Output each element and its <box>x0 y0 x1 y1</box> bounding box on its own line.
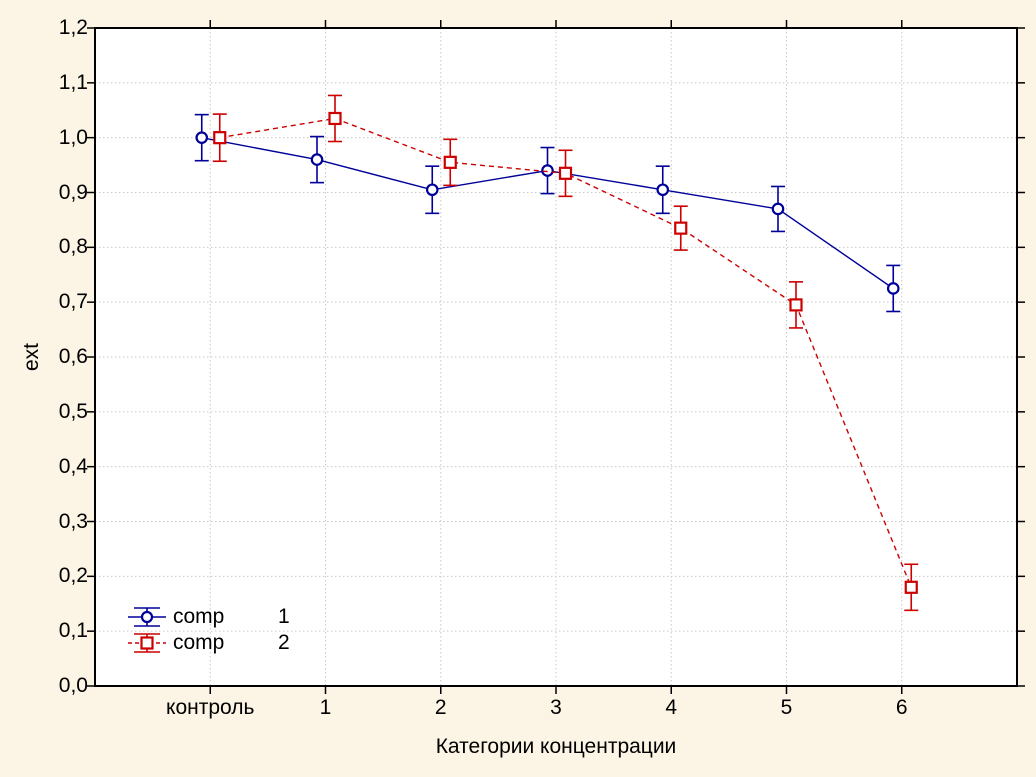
y-tick-label: 0,4 <box>58 454 88 478</box>
y-tick-label: 1,2 <box>58 16 88 39</box>
y-tick-label: 0,9 <box>58 180 88 204</box>
x-tick-label: 4 <box>665 696 678 719</box>
data-point-square <box>789 298 803 312</box>
data-point-circle <box>656 183 670 197</box>
data-point-circle <box>886 282 900 295</box>
y-tick-label: 0,1 <box>58 619 88 643</box>
data-point-square <box>213 131 227 145</box>
x-tick-label: контроль <box>166 696 255 719</box>
x-tick-label: 2 <box>434 696 447 719</box>
data-point-square <box>328 111 342 126</box>
legend-series-name: comp <box>173 631 225 654</box>
legend-series-number: 2 <box>278 631 290 654</box>
legend-series-number: 1 <box>278 605 290 628</box>
y-tick-label: 1,0 <box>58 125 88 149</box>
y-tick-label: 0,0 <box>58 674 88 697</box>
data-point-circle <box>310 153 324 166</box>
legend-swatch-circle <box>128 607 166 627</box>
data-point-circle <box>541 164 554 177</box>
legend-swatch-square <box>128 633 166 653</box>
y-tick-label: 0,5 <box>58 399 88 423</box>
x-tick-label: 6 <box>895 696 908 719</box>
legend-item: comp 2 <box>128 630 328 656</box>
data-point-square <box>443 155 457 169</box>
x-axis-title: Категории концентрации <box>435 735 677 758</box>
data-point-circle <box>425 183 439 197</box>
data-point-square <box>674 221 688 235</box>
data-point-circle <box>771 202 785 216</box>
data-point-circle <box>195 131 209 144</box>
y-tick-label: 0,2 <box>58 564 88 588</box>
data-point-square <box>558 166 573 180</box>
y-tick-label: 0,6 <box>58 345 88 368</box>
legend-item: comp 1 <box>128 604 328 630</box>
y-tick-label: 0,7 <box>58 290 88 314</box>
y-tick-label: 1,1 <box>58 70 88 94</box>
data-point-square <box>904 580 918 594</box>
y-tick-label: 0,8 <box>58 235 88 259</box>
legend-series-name: comp <box>173 605 225 628</box>
legend: comp 1 comp 2 <box>128 604 328 656</box>
legend-marker-circle <box>140 610 154 624</box>
y-tick-label: 0,3 <box>58 509 88 533</box>
x-tick-label: 1 <box>319 696 332 719</box>
x-tick-label: 3 <box>550 696 562 719</box>
x-tick-label: 5 <box>780 696 793 719</box>
legend-marker-square <box>140 636 154 650</box>
